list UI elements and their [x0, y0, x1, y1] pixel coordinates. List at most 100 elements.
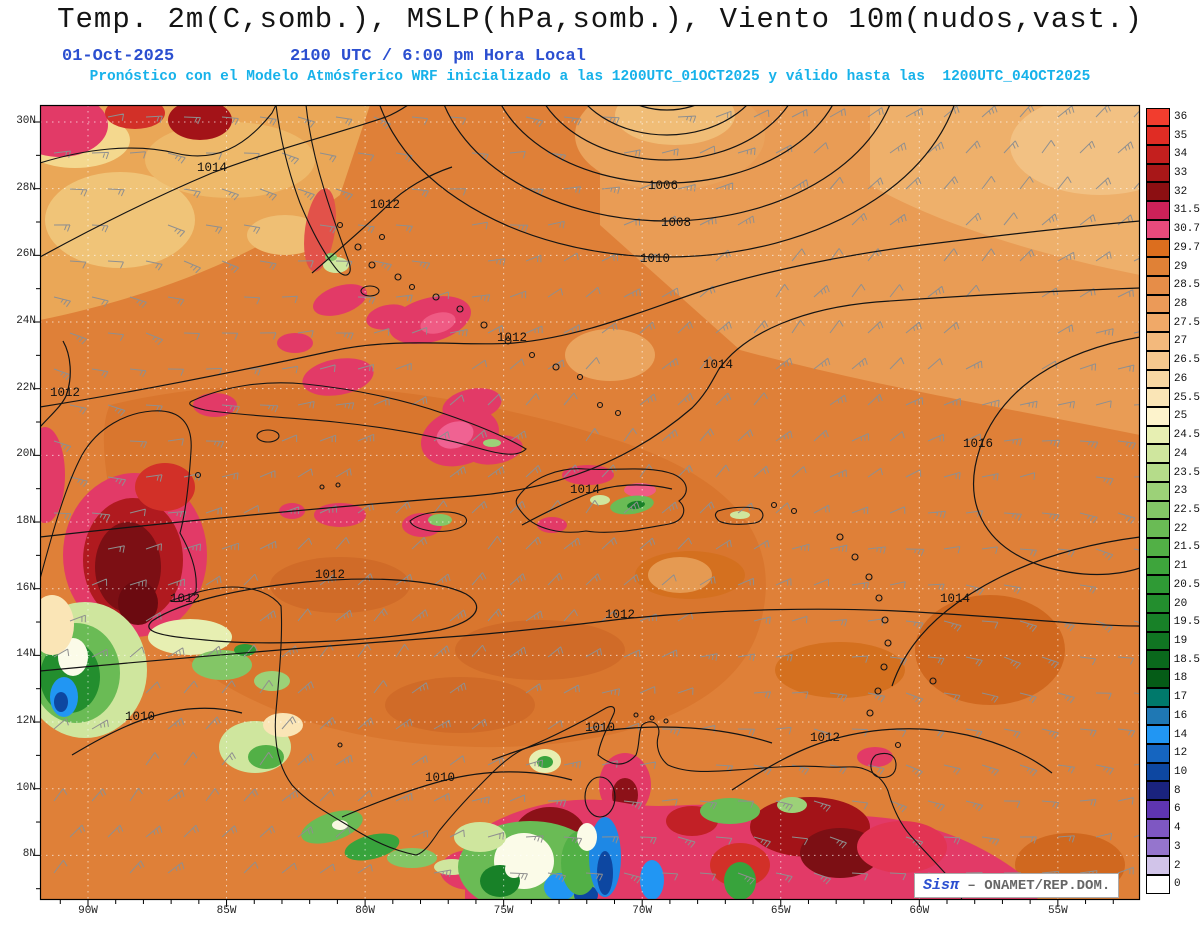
colorbar-label-20: 20: [1174, 597, 1188, 610]
axis-ticks: [33, 121, 1114, 907]
coastlines: [40, 105, 963, 900]
watermark-suffix: – ONAMET/REP.DOM.: [959, 878, 1111, 894]
colorbar-label-28.5: 28.5: [1173, 279, 1200, 292]
colorbar-swatch-3: [1146, 837, 1170, 857]
colorbar-label-10: 10: [1174, 766, 1188, 779]
isobar-label-1014: 1014: [703, 358, 733, 372]
lon-label-90W: 90W: [78, 905, 98, 917]
colorbar-row: 10: [1146, 762, 1200, 782]
colorbar-swatch-26.5: [1146, 350, 1170, 370]
colorbar-row: 17: [1146, 687, 1200, 707]
valid-time: 2100 UTC / 6:00 pm Hora Local: [290, 47, 586, 66]
colorbar-swatch-36: [1146, 107, 1170, 127]
temperature-colorbar: 36 35 34 33 32 31.5 30.7 29.7 29 28.5 28 27.5 27 26.5…: [1146, 107, 1200, 894]
colorbar-label-17: 17: [1174, 691, 1188, 704]
colorbar-row: 16: [1146, 706, 1200, 726]
colorbar-label-0: 0: [1174, 878, 1181, 891]
lat-label-20N: 20N: [16, 448, 36, 461]
datetime-line: 01-Oct-2025 2100 UTC / 6:00 pm Hora Loca…: [0, 47, 1200, 67]
colorbar-row: 21: [1146, 556, 1200, 576]
colorbar-swatch-26: [1146, 369, 1170, 389]
colorbar-swatch-18.5: [1146, 650, 1170, 670]
isobar-label-1012: 1012: [605, 608, 635, 622]
lat-label-22N: 22N: [16, 381, 36, 394]
colorbar-row: 6: [1146, 800, 1200, 820]
colorbar-label-24: 24: [1174, 447, 1188, 460]
colorbar-swatch-28.5: [1146, 275, 1170, 295]
colorbar-label-33: 33: [1174, 167, 1188, 180]
lat-label-10N: 10N: [16, 781, 36, 794]
colorbar-row: 28.5: [1146, 275, 1200, 295]
wind-barbs: [53, 105, 1140, 885]
colorbar-swatch-28: [1146, 294, 1170, 314]
isobar-label-1012: 1012: [370, 198, 400, 212]
colorbar-swatch-21.5: [1146, 538, 1170, 557]
colorbar-swatch-16: [1146, 706, 1170, 726]
lat-label-28N: 28N: [16, 181, 36, 194]
forecast-description: Pronóstico con el Modelo Atmósferico WRF…: [89, 69, 1091, 85]
colorbar-swatch-4: [1146, 818, 1170, 838]
lat-label-8N: 8N: [22, 848, 36, 861]
colorbar-row: 32: [1146, 182, 1200, 202]
colorbar-swatch-29.7: [1146, 238, 1170, 258]
colorbar-swatch-27: [1146, 332, 1170, 351]
colorbar-swatch-27.5: [1146, 313, 1170, 333]
colorbar-label-24.5: 24.5: [1173, 429, 1200, 442]
watermark-brand: Sisπ: [923, 877, 960, 894]
colorbar-row: 26.5: [1146, 350, 1200, 370]
isobar-labels: 1014 1012 1006 1008 1010 1012 1014 1012 1016 1014…: [50, 161, 993, 785]
isobar-label-1010: 1010: [585, 721, 615, 735]
lon-label-70W: 70W: [632, 905, 653, 917]
colorbar-row: 20: [1146, 594, 1200, 614]
colorbar-label-34: 34: [1174, 148, 1188, 161]
colorbar-swatch-12: [1146, 743, 1170, 763]
temperature-shading: [40, 105, 1140, 900]
isobar-label-1012: 1012: [315, 568, 345, 582]
colorbar-label-28: 28: [1174, 298, 1188, 311]
colorbar-label-25: 25: [1174, 410, 1188, 423]
colorbar-row: 23.5: [1146, 463, 1200, 483]
colorbar-swatch-25.5: [1146, 388, 1170, 407]
colorbar-swatch-31.5: [1146, 201, 1170, 220]
colorbar-swatch-20: [1146, 594, 1170, 613]
colorbar-swatch-10: [1146, 762, 1170, 782]
colorbar-label-26.5: 26.5: [1173, 354, 1200, 367]
colorbar-label-21.5: 21.5: [1173, 541, 1200, 554]
isobar-label-1012: 1012: [497, 331, 527, 345]
colorbar-label-21: 21: [1174, 560, 1188, 573]
colorbar-row: 12: [1146, 743, 1200, 763]
colorbar-label-22.5: 22.5: [1173, 503, 1200, 516]
colorbar-row: 29.7: [1146, 238, 1200, 258]
colorbar-row: 26: [1146, 369, 1200, 389]
colorbar-row: 22: [1146, 519, 1200, 539]
colorbar-swatch-34: [1146, 144, 1170, 164]
colorbar-swatch-20.5: [1146, 575, 1170, 595]
colorbar-row: 20.5: [1146, 575, 1200, 595]
isobar-label-1014: 1014: [570, 483, 600, 497]
colorbar-swatch-22.5: [1146, 500, 1170, 520]
colorbar-swatch-17: [1146, 687, 1170, 707]
colorbar-row: 28: [1146, 294, 1200, 314]
colorbar-row: 27: [1146, 332, 1200, 352]
colorbar-swatch-19.5: [1146, 612, 1170, 632]
isobar-label-1012: 1012: [810, 731, 840, 745]
colorbar-label-12: 12: [1174, 747, 1188, 760]
colorbar-label-36: 36: [1174, 110, 1188, 123]
colorbar-row: 3: [1146, 837, 1200, 857]
colorbar-row: 18: [1146, 669, 1200, 689]
colorbar-label-31.5: 31.5: [1173, 204, 1200, 217]
colorbar-swatch-23.5: [1146, 463, 1170, 482]
isobar-label-1012: 1012: [170, 592, 200, 606]
colorbar-label-4: 4: [1174, 822, 1181, 835]
lon-label-55W: 55W: [1047, 905, 1068, 917]
colorbar-row: 35: [1146, 126, 1200, 146]
colorbar-swatch-21: [1146, 556, 1170, 576]
colorbar-swatch-22: [1146, 519, 1170, 539]
colorbar-label-30.7: 30.7: [1173, 223, 1200, 236]
colorbar-label-32: 32: [1174, 185, 1188, 198]
colorbar-swatch-14: [1146, 725, 1170, 744]
colorbar-row: 21.5: [1146, 538, 1200, 558]
isobar-contours: [40, 105, 1140, 818]
colorbar-label-23: 23: [1174, 485, 1188, 498]
